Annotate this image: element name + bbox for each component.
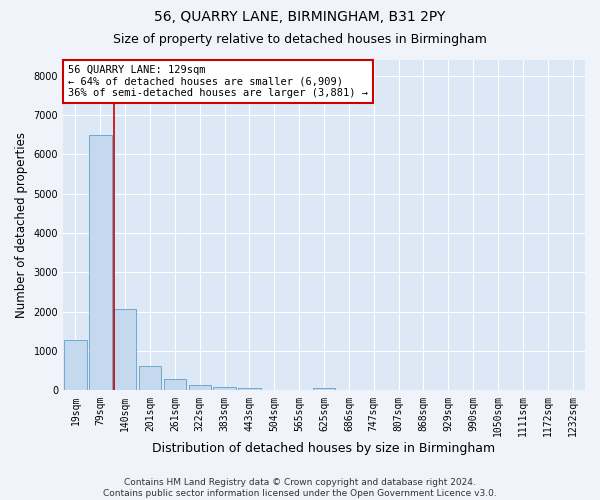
Bar xyxy=(214,388,236,390)
Bar xyxy=(139,366,161,390)
Bar xyxy=(313,388,335,390)
Text: Size of property relative to detached houses in Birmingham: Size of property relative to detached ho… xyxy=(113,32,487,46)
Y-axis label: Number of detached properties: Number of detached properties xyxy=(15,132,28,318)
Text: Contains HM Land Registry data © Crown copyright and database right 2024.
Contai: Contains HM Land Registry data © Crown c… xyxy=(103,478,497,498)
Bar xyxy=(89,135,112,390)
Bar xyxy=(164,379,186,390)
Bar xyxy=(188,386,211,390)
Text: 56 QUARRY LANE: 129sqm
← 64% of detached houses are smaller (6,909)
36% of semi-: 56 QUARRY LANE: 129sqm ← 64% of detached… xyxy=(68,65,368,98)
Bar xyxy=(114,310,136,390)
Bar xyxy=(64,340,86,390)
Text: 56, QUARRY LANE, BIRMINGHAM, B31 2PY: 56, QUARRY LANE, BIRMINGHAM, B31 2PY xyxy=(154,10,446,24)
Bar xyxy=(238,388,260,390)
X-axis label: Distribution of detached houses by size in Birmingham: Distribution of detached houses by size … xyxy=(152,442,496,455)
